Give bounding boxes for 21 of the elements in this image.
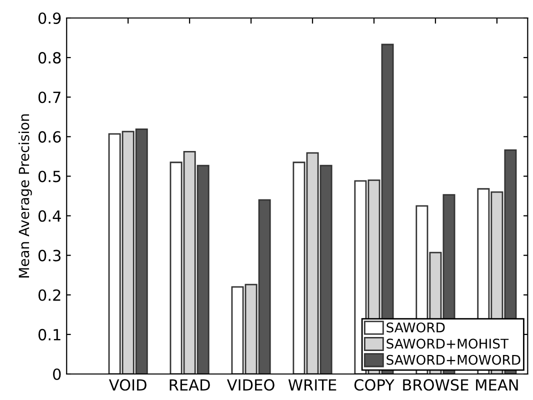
y-tick-label: 0.6 xyxy=(38,131,61,143)
y-tick-label: 0.9 xyxy=(38,12,61,24)
x-tick-label: VIDEO xyxy=(226,379,274,391)
y-tick-label: 0.3 xyxy=(38,250,61,262)
legend-label: SAWORD xyxy=(386,322,445,332)
y-tick-label: 0.1 xyxy=(38,328,60,340)
x-tick-label: BROWSE xyxy=(403,379,468,391)
x-tick-label: MEAN xyxy=(476,379,518,390)
y-tick-label: 0.5 xyxy=(38,170,60,182)
y-axis-title: Mean Average Precision xyxy=(18,114,32,278)
legend-label: SAWORD+MOHIST xyxy=(386,338,509,349)
legend-label: SAWORD+MOWORD xyxy=(386,354,520,365)
y-tick-label: 0.2 xyxy=(38,289,60,301)
x-tick-label: WRITE xyxy=(288,379,336,390)
x-tick-label: READ xyxy=(170,379,210,390)
x-tick-label: VOID xyxy=(108,379,146,391)
y-tick-label: 0.8 xyxy=(38,52,61,64)
y-tick-label: 0 xyxy=(53,368,61,380)
y-tick-label: 0.7 xyxy=(38,92,60,104)
x-tick-label: COPY xyxy=(354,379,394,391)
y-tick-label: 0.4 xyxy=(38,210,61,222)
